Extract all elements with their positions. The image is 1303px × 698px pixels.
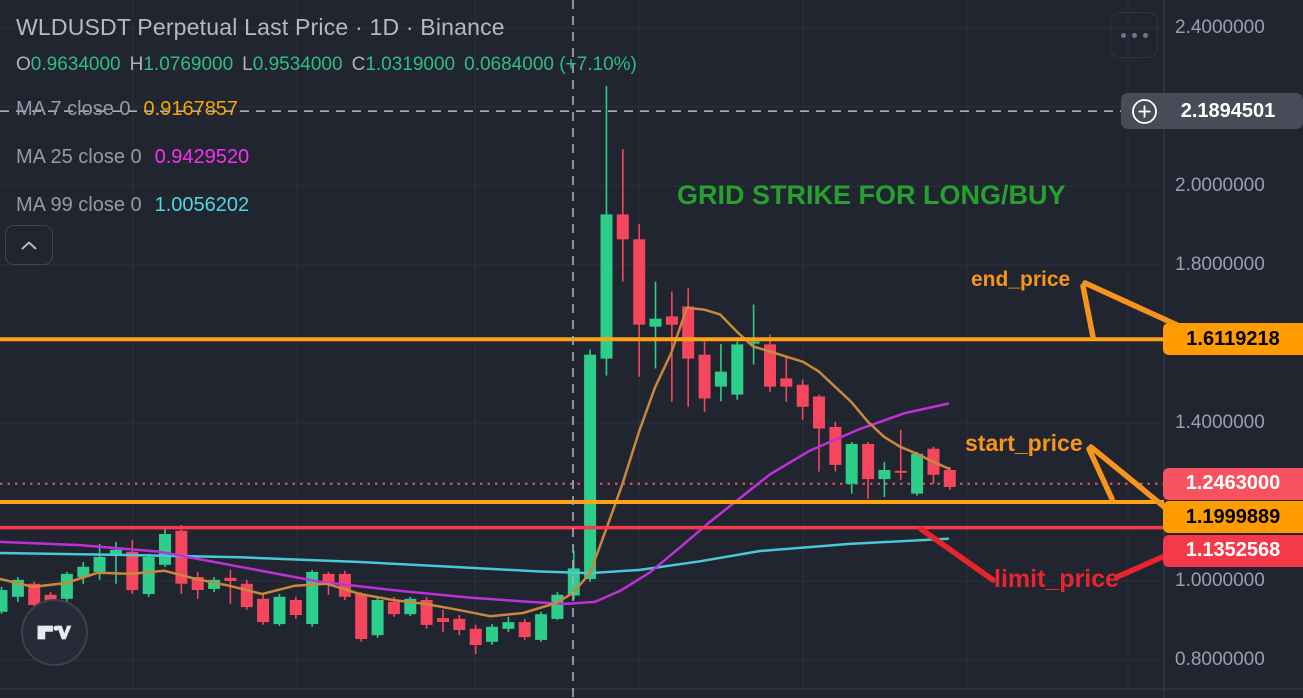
candle-body xyxy=(878,470,891,480)
candle-body xyxy=(273,596,286,625)
end-price-badge: 1.6119218 xyxy=(1163,323,1303,356)
ohlc-low: L0.9534000 xyxy=(242,54,343,75)
start-price-badge: 1.1999889 xyxy=(1163,501,1303,534)
price-tick-label: 2.0000000 xyxy=(1175,175,1265,196)
candle-body xyxy=(371,600,384,636)
price-tick-label: 1.0000000 xyxy=(1175,570,1265,591)
dot-icon xyxy=(1120,32,1126,38)
candle-body xyxy=(518,622,531,638)
candle-body xyxy=(93,556,106,572)
plus-circle-icon[interactable] xyxy=(1121,98,1167,125)
crosshair-price-badge: 2.1894501 xyxy=(1121,93,1303,130)
arrow-line xyxy=(1082,280,1180,328)
candle-body xyxy=(28,583,41,606)
price-tick-label: 1.8000000 xyxy=(1175,254,1265,275)
ma-line-ma25 xyxy=(0,402,950,606)
last-price-badge: 1.2463000 xyxy=(1163,467,1303,500)
candle-body xyxy=(600,214,613,359)
candle-body xyxy=(747,341,760,344)
candle-body xyxy=(355,594,368,639)
chevron-up-icon xyxy=(21,241,37,249)
tradingview-logo[interactable] xyxy=(21,599,88,666)
candlesticks xyxy=(0,86,956,655)
ohlc-close: C1.0319000 xyxy=(351,54,456,75)
arrow-line xyxy=(1086,446,1115,502)
candle-body xyxy=(322,573,335,584)
candle-body xyxy=(616,214,629,240)
strategy-note-text[interactable]: GRID STRIKE FOR LONG/BUY xyxy=(677,180,1066,210)
candle-body xyxy=(796,384,809,407)
ma-line-ma7 xyxy=(0,306,951,618)
indicator-row-ma99[interactable]: MA 99 close 0 1.0056202 xyxy=(16,193,250,216)
ma-line-ma99 xyxy=(0,537,950,575)
price-tick-label: 1.4000000 xyxy=(1175,412,1265,433)
candle-body xyxy=(289,600,302,615)
candle-body xyxy=(257,598,270,623)
candle-body xyxy=(731,344,744,395)
price-tick-label: 0.8000000 xyxy=(1175,649,1265,670)
candle-body xyxy=(142,556,155,594)
candle-body xyxy=(780,378,793,387)
chart-legend: WLDUSDT Perpetual Last Price · 1D · Bina… xyxy=(16,14,637,229)
more-options-button[interactable] xyxy=(1110,12,1158,58)
candle-body xyxy=(829,427,842,465)
candle-body xyxy=(224,577,237,581)
candle-body xyxy=(649,318,662,327)
candle-body xyxy=(126,551,139,591)
candle-body xyxy=(911,453,924,494)
candle-body xyxy=(813,396,825,429)
candle-body xyxy=(943,470,956,487)
candle-body xyxy=(714,371,727,387)
ohlc-change: 0.0684000 (+7.10%) xyxy=(464,54,637,75)
candle-body xyxy=(420,600,433,625)
limit-price-badge: 1.1352568 xyxy=(1163,534,1303,567)
candle-body xyxy=(862,443,875,480)
indicator-legend: MA 7 close 0 0.9167857 MA 25 close 0 0.9… xyxy=(16,85,637,229)
candle-body xyxy=(77,566,90,578)
candle-body xyxy=(764,344,776,387)
candle-body xyxy=(535,614,548,640)
ohlc-row: O0.9634000 H1.0769000 L0.9534000 C1.0319… xyxy=(16,54,637,76)
candle-body xyxy=(453,618,466,630)
candle-body xyxy=(584,354,597,580)
symbol-title[interactable]: WLDUSDT Perpetual Last Price · 1D · Bina… xyxy=(16,14,505,40)
candle-body xyxy=(110,549,122,554)
indicator-row-ma7[interactable]: MA 7 close 0 0.9167857 xyxy=(16,97,239,120)
dot-icon xyxy=(1131,32,1137,38)
legend-collapse-button[interactable] xyxy=(5,225,53,265)
ohlc-high: H1.0769000 xyxy=(129,54,234,75)
candle-body xyxy=(0,590,8,612)
candle-body xyxy=(208,579,221,589)
start-price-label[interactable]: start_price xyxy=(965,430,1083,456)
candle-body xyxy=(469,628,482,645)
arrow-line xyxy=(1080,283,1096,340)
candle-body xyxy=(682,306,695,359)
candle-body xyxy=(698,354,711,399)
candle-body xyxy=(633,239,646,325)
end-price-label[interactable]: end_price xyxy=(971,268,1071,291)
price-tick-label: 2.4000000 xyxy=(1175,17,1265,38)
limit-price-label[interactable]: limit_price xyxy=(994,565,1120,593)
candle-body xyxy=(502,622,515,629)
candle-body xyxy=(387,601,400,615)
candle-body xyxy=(486,626,498,642)
candle-body xyxy=(240,583,253,608)
candle-body xyxy=(159,534,171,565)
tradingview-logo-icon xyxy=(37,625,72,640)
candle-body xyxy=(894,470,907,473)
candle-body xyxy=(60,573,73,599)
candle-body xyxy=(44,594,57,602)
arrow-line xyxy=(918,526,996,583)
candle-body xyxy=(665,316,678,325)
indicator-row-ma25[interactable]: MA 25 close 0 0.9429520 xyxy=(16,145,250,168)
candle-body xyxy=(845,443,858,484)
ohlc-open: O0.9634000 xyxy=(16,54,121,75)
dot-icon xyxy=(1142,32,1148,38)
candle-body xyxy=(437,618,449,622)
